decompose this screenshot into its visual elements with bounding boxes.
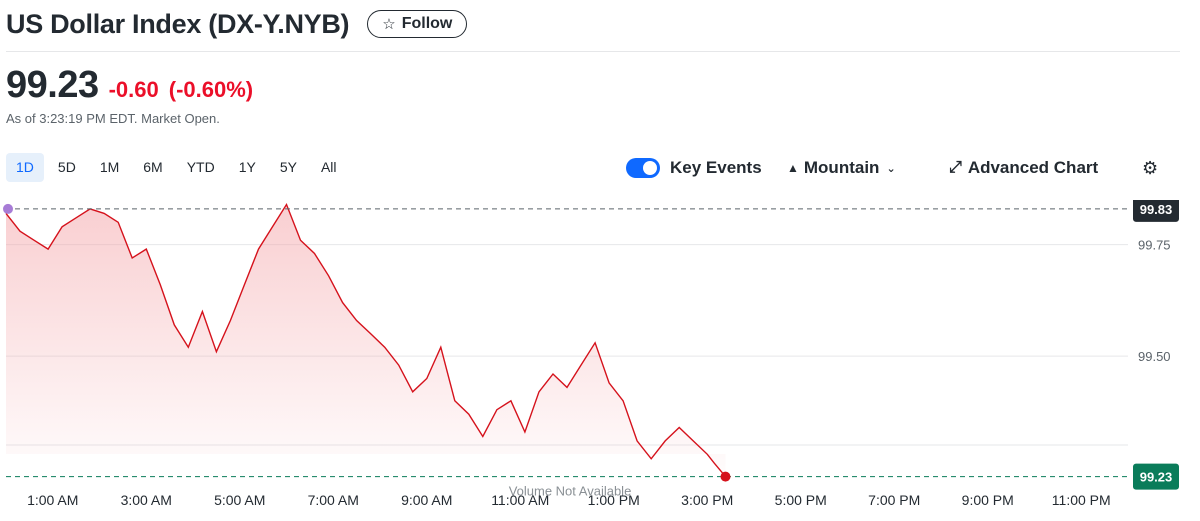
page-title: US Dollar Index (DX-Y.NYB) — [6, 8, 350, 39]
x-tick-label-6: 1:00 PM — [588, 492, 640, 508]
range-tabs: 1D 5D 1M 6M YTD 1Y 5Y All — [6, 153, 351, 182]
range-tab-ytd[interactable]: YTD — [186, 159, 215, 175]
price-change-percent: (-0.60%) — [168, 77, 254, 102]
price-area-fill — [6, 204, 726, 477]
quote-header: US Dollar Index (DX-Y.NYB) ☆ Follow — [6, 6, 468, 42]
chart-type-label: Mountain — [803, 158, 880, 177]
x-tick-label-4: 9:00 AM — [401, 492, 452, 508]
star-outline-icon: ☆ — [382, 16, 396, 33]
previous-close-badge: 99.83 — [1133, 200, 1179, 222]
x-tick-label-11: 11:00 PM — [1052, 492, 1111, 508]
as-of-timestamp: As of 3:23:19 PM EDT. Market Open. — [6, 111, 220, 126]
range-tab-1y[interactable]: 1Y — [238, 159, 256, 175]
follow-label: Follow — [401, 15, 453, 32]
advanced-chart-button[interactable]: ⤢ Advanced Chart — [949, 156, 1098, 180]
gear-icon: ⚙ — [1142, 157, 1159, 178]
header-divider — [6, 51, 1180, 52]
x-tick-label-8: 5:00 PM — [775, 492, 827, 508]
y-tick-label-0: 99.75 — [1138, 238, 1171, 253]
chevron-down-icon: ⌄ — [886, 162, 896, 175]
x-tick-label-0: 1:00 AM — [27, 492, 78, 508]
chart-type-dropdown[interactable]: ▲ Mountain ⌄ — [787, 156, 896, 180]
range-tab-all[interactable]: All — [320, 159, 337, 175]
price-change: -0.60 — [108, 77, 159, 102]
key-events-control[interactable]: Key Events — [626, 156, 762, 180]
range-tab-1m[interactable]: 1M — [99, 159, 120, 175]
volume-note: Volume Not Available — [509, 484, 632, 499]
x-tick-label-2: 5:00 AM — [214, 492, 265, 508]
chart-settings-button[interactable]: ⚙ — [1142, 156, 1158, 180]
range-tab-6m[interactable]: 6M — [143, 159, 163, 175]
current-price: 99.23 — [6, 64, 99, 106]
toggle-knob — [643, 161, 657, 175]
last-price-marker — [720, 471, 731, 482]
advanced-chart-label: Advanced Chart — [967, 158, 1099, 177]
range-tab-5y[interactable]: 5Y — [279, 159, 297, 175]
current-price-badge: 99.23 — [1133, 463, 1179, 490]
key-events-toggle[interactable] — [626, 158, 660, 178]
session-start-marker — [3, 203, 13, 214]
price-chart[interactable]: 99.75 99.50 99.83 99.23 Volume Not Availa… — [0, 200, 1200, 521]
x-tick-label-5: 11:00 AM — [491, 492, 549, 508]
x-tick-label-10: 9:00 PM — [962, 492, 1014, 508]
x-axis-labels: 1:00 AM 3:00 AM 5:00 AM 7:00 AM 9:00 AM 11:00… — [27, 492, 1111, 508]
range-tab-1d[interactable]: 1D — [6, 153, 44, 182]
previous-close-value: 99.83 — [1140, 202, 1173, 217]
mountain-icon: ▲ — [787, 161, 799, 175]
x-tick-label-1: 3:00 AM — [121, 492, 172, 508]
y-tick-label-1: 99.50 — [1138, 349, 1171, 364]
expand-icon: ⤢ — [949, 159, 962, 176]
x-tick-label-9: 7:00 PM — [868, 492, 920, 508]
x-tick-label-3: 7:00 AM — [308, 492, 359, 508]
key-events-label: Key Events — [670, 158, 762, 177]
current-price-value: 99.23 — [1140, 470, 1173, 485]
y-axis-labels: 99.75 99.50 — [1138, 238, 1171, 365]
follow-button[interactable]: ☆ Follow — [367, 10, 468, 38]
range-tab-5d[interactable]: 5D — [57, 159, 76, 175]
price-row: 99.23 -0.60 (-0.60%) — [6, 64, 253, 107]
x-tick-label-7: 3:00 PM — [681, 492, 733, 508]
price-line — [5, 202, 727, 478]
